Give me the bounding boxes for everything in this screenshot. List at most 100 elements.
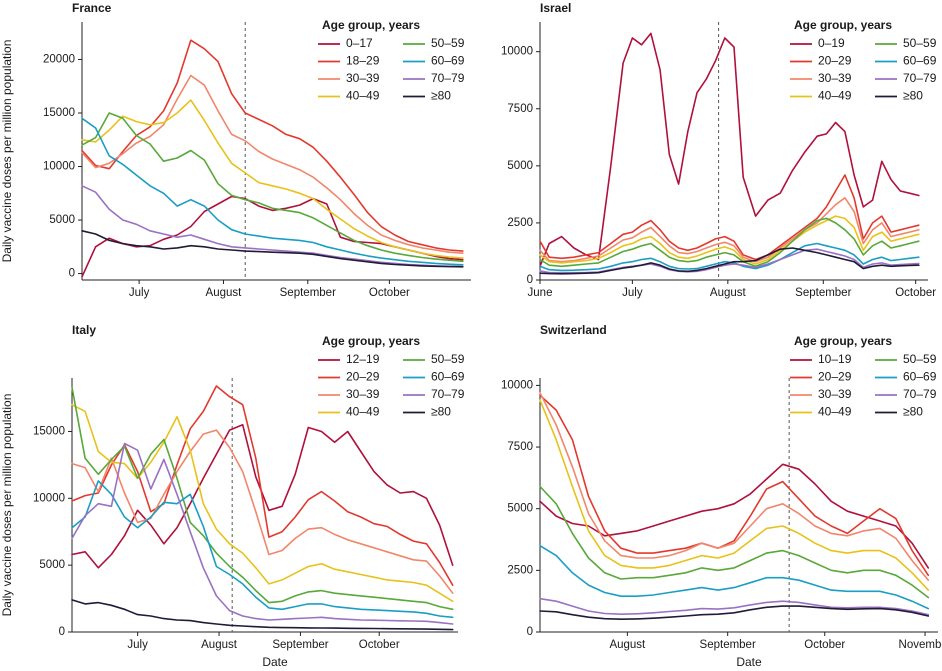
x-tick-label: October bbox=[359, 639, 400, 651]
legend: Age group, years 0–19 20–29 30–39 40–49 50–59… bbox=[790, 18, 937, 103]
panel-switzerland: Switzerland 0 2500 5000 7500 10000 August Septe… bbox=[501, 323, 942, 669]
y-tick-label: 15000 bbox=[43, 107, 75, 119]
legend-label: 40–49 bbox=[818, 405, 852, 419]
series-line-20–29 bbox=[71, 385, 454, 587]
legend-title: Age group, years bbox=[322, 18, 420, 32]
x-tick-label: July bbox=[129, 287, 150, 299]
y-tick-label: 7500 bbox=[507, 441, 533, 453]
x-tick-label: August bbox=[710, 287, 747, 299]
y-tick-label: 0 bbox=[59, 626, 65, 638]
y-tick-label: 10000 bbox=[501, 379, 533, 391]
legend: Age group, years 0–17 18–29 30–39 40–49 50–59… bbox=[318, 18, 465, 103]
x-tick-label: July bbox=[127, 639, 148, 651]
panel-title: Italy bbox=[72, 323, 96, 337]
panel-title: France bbox=[72, 1, 112, 15]
series-line-20–29 bbox=[539, 394, 930, 577]
x-axis-label: Date bbox=[262, 655, 288, 669]
legend-label: 0–19 bbox=[818, 36, 845, 50]
panel-france: France 0 5000 10000 15000 20000 July August Sept… bbox=[0, 1, 471, 299]
y-tick-label: 10000 bbox=[33, 492, 65, 504]
legend-label: 20–29 bbox=[818, 370, 852, 384]
legend-label: 0–17 bbox=[346, 36, 373, 50]
y-tick-label: 5000 bbox=[507, 503, 533, 515]
panel-italy: Italy 0 5000 10000 15000 July August September O… bbox=[0, 323, 465, 669]
y-axis-label: Daily vaccine doses per million populati… bbox=[0, 40, 14, 263]
legend-label: ≥80 bbox=[431, 89, 451, 103]
legend-label: 60–69 bbox=[431, 370, 465, 384]
legend: Age group, years 10–19 20–29 30–39 40–49 50–5… bbox=[790, 334, 937, 419]
series-line-≥80 bbox=[539, 247, 920, 275]
series-line-50–59 bbox=[81, 112, 464, 263]
x-tick-label: August bbox=[206, 287, 243, 299]
y-tick-label: 5000 bbox=[39, 559, 65, 571]
legend-label: ≥80 bbox=[903, 89, 923, 103]
legend-label: 70–79 bbox=[903, 71, 937, 85]
legend: Age group, years 12–19 20–29 30–39 40–49 50–5… bbox=[318, 334, 465, 419]
series-line-70–79 bbox=[81, 185, 464, 268]
y-tick-label: 20000 bbox=[43, 54, 75, 66]
series-line-50–59 bbox=[71, 386, 454, 611]
series-line-≥80 bbox=[71, 599, 454, 631]
y-tick-label: 2500 bbox=[507, 217, 533, 229]
x-tick-label: August bbox=[201, 639, 238, 651]
panel-title: Switzerland bbox=[540, 323, 607, 337]
y-tick-label: 5000 bbox=[49, 214, 75, 226]
series-line-40–49 bbox=[539, 399, 930, 591]
legend-label: 50–59 bbox=[431, 36, 465, 50]
series-line-30–39 bbox=[81, 74, 464, 254]
y-axis-label: Daily vaccine doses per million populati… bbox=[0, 394, 14, 617]
legend-label: 20–29 bbox=[346, 370, 380, 384]
y-tick-label: 10000 bbox=[501, 46, 533, 58]
legend-title: Age group, years bbox=[794, 334, 892, 348]
series-line-40–49 bbox=[71, 403, 454, 603]
y-tick-label: 0 bbox=[527, 274, 533, 286]
legend-label: ≥80 bbox=[431, 405, 451, 419]
y-tick-label: 10000 bbox=[43, 161, 75, 173]
legend-label: 30–39 bbox=[346, 387, 380, 401]
legend-label: 50–59 bbox=[903, 352, 937, 366]
series-line-20–29 bbox=[539, 174, 920, 261]
legend-label: 70–79 bbox=[431, 71, 465, 85]
panel-title: Israel bbox=[540, 1, 571, 15]
y-tick-label: 0 bbox=[69, 268, 75, 280]
legend-label: 40–49 bbox=[346, 405, 380, 419]
legend-label: 60–69 bbox=[903, 370, 937, 384]
series-line-70–79 bbox=[539, 597, 930, 616]
x-tick-label: July bbox=[622, 287, 643, 299]
legend-label: 40–49 bbox=[818, 89, 852, 103]
y-tick-label: 2500 bbox=[507, 564, 533, 576]
series-line-60–69 bbox=[81, 117, 464, 266]
x-tick-label: November bbox=[899, 639, 942, 651]
x-tick-label: August bbox=[609, 639, 646, 651]
series-line-40–49 bbox=[81, 99, 464, 259]
legend-label: 60–69 bbox=[431, 54, 465, 68]
y-tick-label: 15000 bbox=[33, 426, 65, 438]
series-line-30–39 bbox=[539, 391, 930, 582]
panel-israel: Israel 0 2500 5000 7500 10000 June July August Se… bbox=[501, 1, 937, 299]
x-tick-label: September bbox=[272, 639, 328, 651]
x-tick-label: September bbox=[700, 639, 756, 651]
series-line-0–19 bbox=[539, 32, 920, 268]
x-tick-label: October bbox=[804, 639, 845, 651]
legend-label: 30–39 bbox=[818, 71, 852, 85]
y-tick-label: 7500 bbox=[507, 103, 533, 115]
series-line-≥80 bbox=[539, 605, 930, 621]
y-tick-label: 5000 bbox=[507, 160, 533, 172]
y-tick-label: 0 bbox=[527, 626, 533, 638]
series-line-≥80 bbox=[81, 230, 464, 268]
legend-label: 50–59 bbox=[431, 352, 465, 366]
x-tick-label: September bbox=[280, 287, 336, 299]
legend-label: ≥80 bbox=[903, 405, 923, 419]
legend-label: 30–39 bbox=[818, 387, 852, 401]
legend-label: 60–69 bbox=[903, 54, 937, 68]
legend-title: Age group, years bbox=[794, 18, 892, 32]
legend-label: 30–39 bbox=[346, 71, 380, 85]
series-line-10–19 bbox=[539, 463, 930, 569]
series-line-70–79 bbox=[71, 442, 454, 625]
legend-title: Age group, years bbox=[322, 334, 420, 348]
series-line-40–49 bbox=[539, 215, 920, 265]
x-tick-label: October bbox=[369, 287, 410, 299]
series-line-30–39 bbox=[71, 429, 454, 595]
x-tick-label: October bbox=[895, 287, 936, 299]
